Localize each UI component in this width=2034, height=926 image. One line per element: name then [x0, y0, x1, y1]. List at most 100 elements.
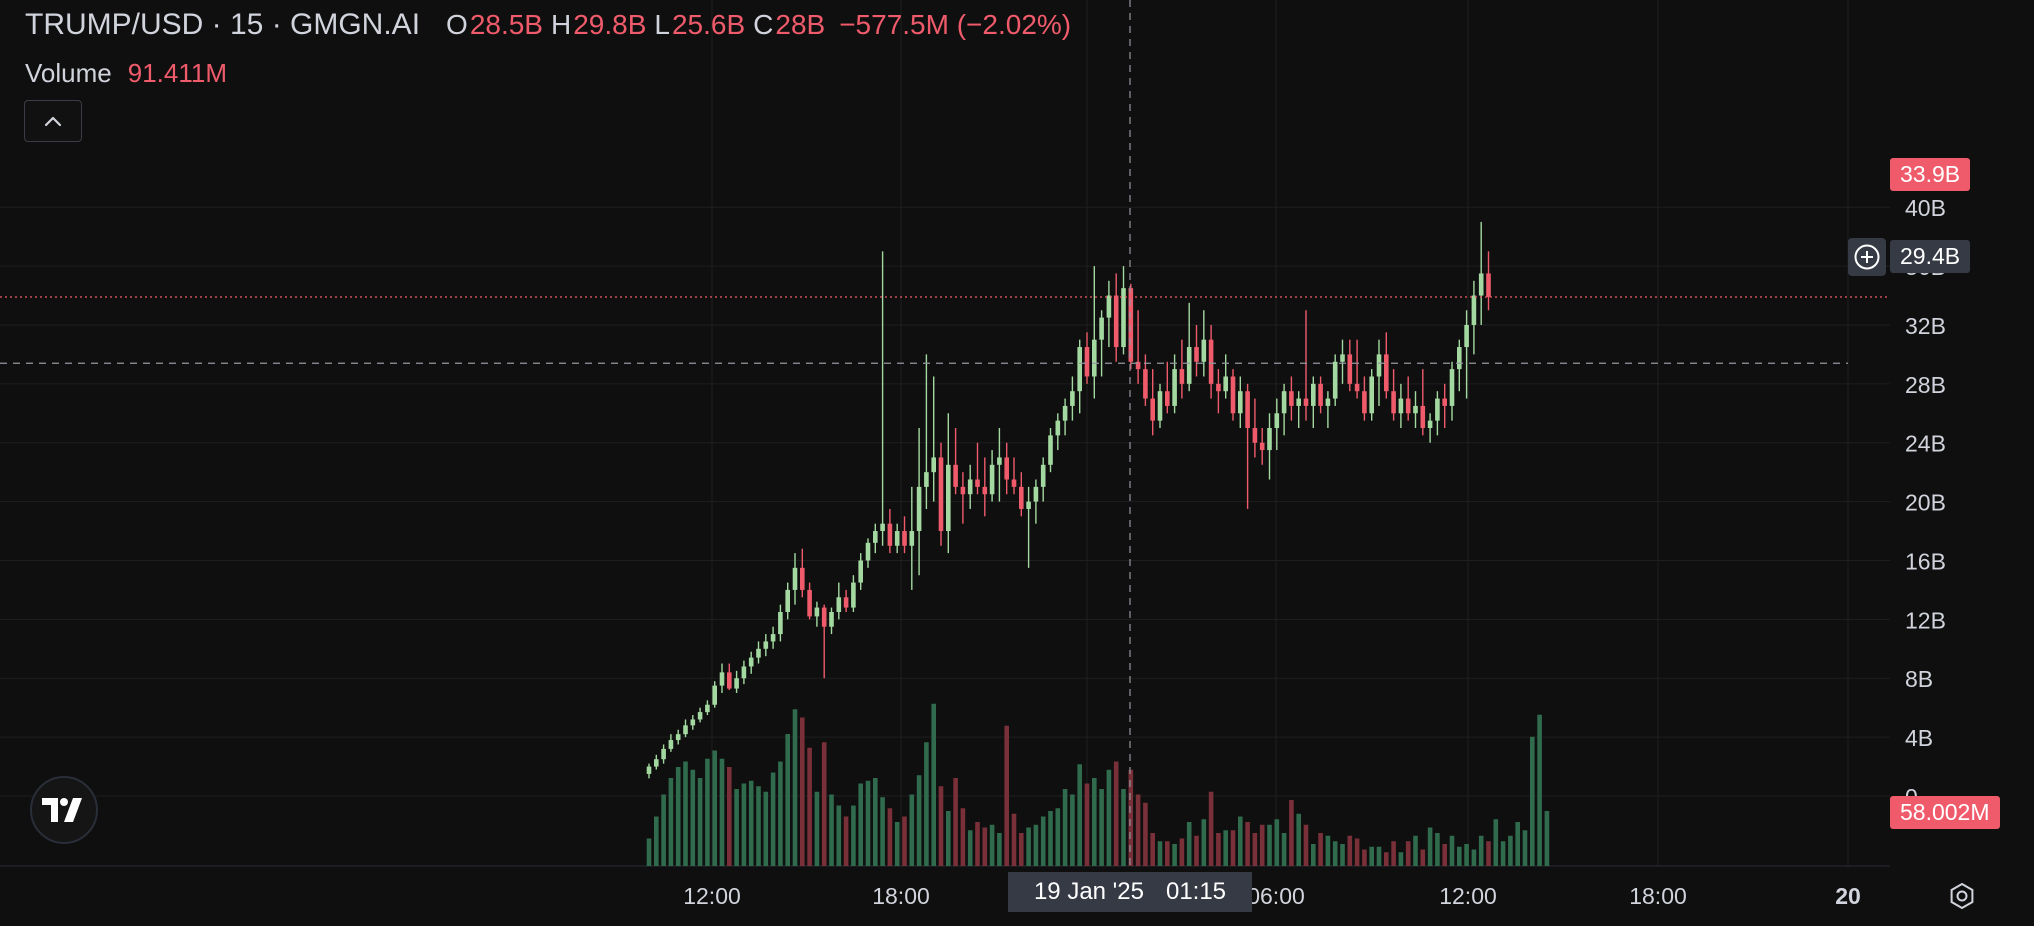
candle-body: [1449, 369, 1455, 406]
crosshair-price-label: 29.4B: [1890, 240, 1971, 273]
candle-body: [1362, 391, 1367, 414]
crosshair-date: 19 Jan '25: [1033, 878, 1144, 905]
candle-body: [705, 704, 710, 713]
candle-body: [1398, 398, 1404, 414]
volume-bar: [880, 797, 885, 866]
volume-bar: [1245, 822, 1250, 866]
candle-body: [1077, 347, 1082, 392]
candle-body: [997, 457, 1002, 465]
candle-body: [836, 597, 842, 612]
candle-body: [1259, 442, 1265, 451]
volume-bar: [1077, 764, 1082, 866]
crosshair-time: 01:15: [1165, 878, 1227, 905]
candle-body: [756, 648, 761, 658]
chart-settings-button[interactable]: [1944, 878, 1980, 914]
volume-bar: [1040, 816, 1046, 866]
volume-bar: [982, 827, 988, 866]
candle-body: [1464, 324, 1469, 348]
volume-bar: [1486, 841, 1491, 866]
candle-body: [1435, 398, 1440, 421]
volume-bar: [1106, 769, 1112, 866]
volume-bar: [1150, 833, 1155, 866]
volume-bar: [1296, 813, 1301, 866]
volume-bar: [719, 758, 725, 866]
candle-body: [1376, 354, 1382, 377]
candle-body: [946, 464, 951, 532]
candle-body: [1128, 288, 1134, 362]
volume-bar: [1135, 794, 1141, 866]
volume-bar: [1143, 802, 1148, 866]
candle-body: [1165, 391, 1170, 406]
candle-body: [1486, 273, 1491, 297]
candle-body: [931, 457, 936, 473]
candle-body: [675, 734, 681, 741]
candle-body: [1099, 317, 1104, 340]
volume-bar: [1223, 830, 1228, 866]
volume-bar: [1500, 841, 1506, 866]
candle-body: [1121, 288, 1126, 348]
volume-bar: [1099, 789, 1104, 866]
candle-body: [1208, 339, 1214, 384]
candle-body: [734, 678, 739, 689]
volume-bar: [997, 833, 1002, 866]
candle-body: [792, 567, 798, 590]
candle-body: [763, 641, 769, 649]
volume-bar: [858, 783, 863, 866]
y-tick-label: 8B: [1905, 666, 1933, 692]
candle-body: [1223, 376, 1228, 392]
open-label: O: [446, 9, 468, 40]
tradingview-logo-icon: [42, 798, 82, 822]
x-tick-label: 18:00: [872, 883, 930, 909]
tradingview-logo[interactable]: [30, 776, 98, 844]
volume-bar: [1259, 824, 1265, 866]
volume-bar: [646, 838, 652, 866]
volume-bar: [1281, 833, 1287, 866]
volume-bar: [1398, 852, 1404, 866]
y-tick-label: 28B: [1905, 372, 1946, 398]
volume-bar: [1267, 824, 1272, 866]
volume-bar: [821, 742, 827, 866]
candle-body: [1332, 361, 1338, 399]
candle-body: [1106, 295, 1112, 318]
volume-bar: [1208, 791, 1214, 866]
volume-bar: [1471, 849, 1477, 866]
y-tick-label: 40B: [1905, 195, 1946, 221]
volume-bar: [1033, 824, 1039, 866]
candle-body: [814, 607, 820, 617]
collapse-legend-button[interactable]: [24, 100, 82, 142]
candle-body: [807, 589, 812, 617]
candle-body: [902, 531, 907, 546]
candle-body: [975, 479, 980, 487]
candle-body: [690, 719, 696, 726]
candle-body: [770, 634, 776, 642]
volume-bar: [836, 805, 842, 866]
volume-bar: [734, 789, 739, 866]
candle-body: [909, 531, 915, 546]
volume-bar: [865, 780, 871, 866]
add-alert-button[interactable]: [1848, 238, 1886, 276]
volume-bar: [661, 794, 666, 866]
volume-price-label: 58.002M: [1890, 796, 2000, 829]
volume-bar: [770, 772, 776, 866]
low-value: 25.6B: [671, 9, 746, 40]
candle-body: [1384, 354, 1389, 392]
volume-bar: [1048, 811, 1053, 866]
volume-bar: [1522, 830, 1528, 866]
volume-bar: [683, 761, 688, 866]
volume-bar: [1427, 827, 1433, 866]
volume-bar: [953, 778, 958, 866]
change-value: −577.5M (−2.02%): [839, 9, 1072, 40]
volume-bar: [1369, 846, 1374, 866]
volume-bar: [960, 808, 966, 866]
symbol-title[interactable]: TRUMP/USD · 15 · GMGN.AI: [25, 8, 421, 41]
volume-bar: [1493, 819, 1499, 866]
volume-bar: [1194, 835, 1199, 866]
volume-label[interactable]: Volume: [25, 58, 112, 88]
volume-bar: [1201, 819, 1207, 866]
candle-body: [1442, 398, 1447, 406]
volume-bar: [1405, 841, 1411, 866]
volume-bar: [1055, 808, 1061, 866]
candle-body: [1179, 369, 1185, 384]
low-label: L: [654, 9, 670, 40]
